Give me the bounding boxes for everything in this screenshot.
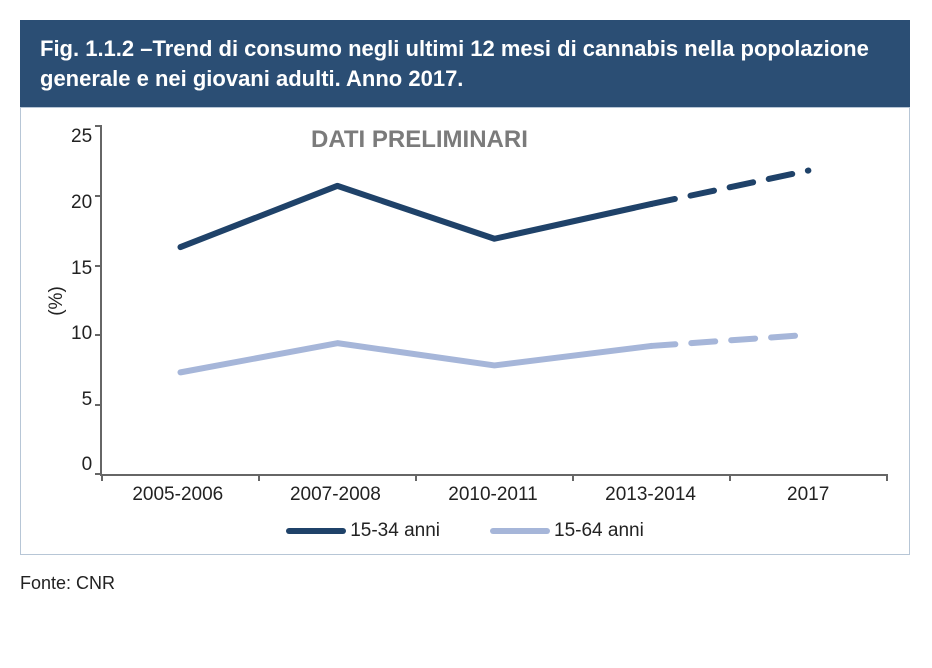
x-tick: 2013-2014 bbox=[572, 484, 730, 506]
y-tick: 15 bbox=[71, 258, 92, 280]
legend-swatch bbox=[286, 528, 346, 534]
figure-title-bar: Fig. 1.1.2 –Trend di consumo negli ultim… bbox=[20, 20, 910, 107]
legend-item: 15-64 anni bbox=[490, 520, 644, 542]
x-tick: 2007-2008 bbox=[257, 484, 415, 506]
y-tick: 20 bbox=[71, 192, 92, 214]
chart-box: DATI PRELIMINARI (%) 25 20 15 10 5 0 200… bbox=[20, 107, 910, 555]
figure-title: Fig. 1.1.2 –Trend di consumo negli ultim… bbox=[40, 36, 869, 91]
y-tick: 5 bbox=[71, 389, 92, 411]
plot-area bbox=[100, 126, 887, 476]
legend-label: 15-64 anni bbox=[554, 520, 644, 542]
x-tick: 2005-2006 bbox=[99, 484, 257, 506]
source-label: Fonte: CNR bbox=[20, 573, 910, 594]
y-axis-ticks: 25 20 15 10 5 0 bbox=[71, 126, 100, 476]
plot-wrap: (%) 25 20 15 10 5 0 bbox=[43, 126, 887, 476]
y-tick: 10 bbox=[71, 323, 92, 345]
legend-item: 15-34 anni bbox=[286, 520, 440, 542]
legend-label: 15-34 anni bbox=[350, 520, 440, 542]
x-tick: 2010-2011 bbox=[414, 484, 572, 506]
y-tick: 0 bbox=[71, 454, 92, 476]
x-tick: 2017 bbox=[729, 484, 887, 506]
chart-lines-svg bbox=[102, 126, 887, 474]
y-axis-label: (%) bbox=[46, 287, 68, 317]
figure-container: Fig. 1.1.2 –Trend di consumo negli ultim… bbox=[20, 20, 910, 594]
y-axis-label-col: (%) bbox=[43, 126, 71, 476]
legend: 15-34 anni 15-64 anni bbox=[43, 520, 887, 542]
x-axis-labels: 2005-2006 2007-2008 2010-2011 2013-2014 … bbox=[99, 484, 887, 506]
y-tick: 25 bbox=[71, 126, 92, 148]
legend-swatch bbox=[490, 528, 550, 534]
